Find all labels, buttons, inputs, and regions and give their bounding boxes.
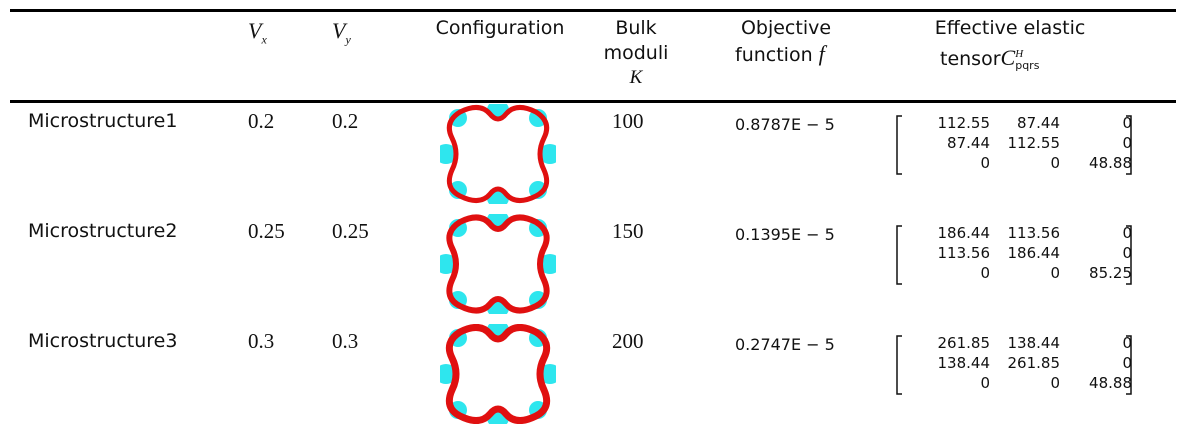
text: tensor bbox=[940, 48, 1001, 70]
matrix-brackets bbox=[890, 332, 1140, 402]
header-objective: function f bbox=[735, 43, 825, 66]
bulk-modulus: 200 bbox=[612, 330, 644, 352]
matrix-brackets bbox=[890, 112, 1140, 182]
vx: 0.2 bbox=[248, 110, 274, 132]
bracket-right bbox=[1126, 336, 1131, 394]
symbol: f bbox=[819, 41, 825, 66]
symbol: C bbox=[1001, 45, 1016, 70]
row-name: Microstructure3 bbox=[28, 330, 177, 352]
symbol: V bbox=[248, 18, 261, 43]
subscript: x bbox=[261, 32, 266, 46]
top-rule bbox=[10, 9, 1176, 12]
configuration-figure bbox=[440, 324, 556, 424]
configuration-figure bbox=[440, 214, 556, 314]
header-vx: Vx bbox=[248, 20, 267, 50]
bulk-modulus: 100 bbox=[612, 110, 644, 132]
header-configuration: Configuration bbox=[436, 17, 565, 39]
header-vy: Vy bbox=[332, 20, 351, 50]
vy: 0.2 bbox=[332, 110, 358, 132]
header-bulk-line: Bulk bbox=[615, 17, 656, 39]
vy: 0.25 bbox=[332, 220, 369, 242]
row-name: Microstructure1 bbox=[28, 110, 177, 132]
bracket-left bbox=[897, 116, 902, 174]
bracket-left bbox=[897, 226, 902, 284]
subscript: y bbox=[345, 32, 350, 46]
row-name: Microstructure2 bbox=[28, 220, 177, 242]
table-page: Vx Vy Configuration Bulk moduli K Object… bbox=[0, 0, 1184, 424]
objective: 0.2747E − 5 bbox=[735, 334, 835, 356]
bracket-right bbox=[1126, 226, 1131, 284]
text: function bbox=[735, 44, 813, 66]
objective: 0.8787E − 5 bbox=[735, 114, 835, 136]
bulk-modulus: 150 bbox=[612, 220, 644, 242]
header-bulk-symbol: K bbox=[630, 67, 643, 89]
bracket-left bbox=[897, 336, 902, 394]
vx: 0.3 bbox=[248, 330, 274, 352]
header-bulk-line: moduli bbox=[604, 42, 669, 64]
matrix-brackets bbox=[890, 222, 1140, 292]
subscript: pqrs bbox=[1015, 60, 1039, 71]
configuration-figure bbox=[440, 104, 556, 204]
header-objective-line: Objective bbox=[741, 17, 831, 39]
symbol: V bbox=[332, 18, 345, 43]
bracket-right bbox=[1126, 116, 1131, 174]
superscript: H bbox=[1015, 49, 1039, 60]
header-tensor-line: Effective elastic bbox=[935, 17, 1086, 39]
objective: 0.1395E − 5 bbox=[735, 224, 835, 246]
vy: 0.3 bbox=[332, 330, 358, 352]
vx: 0.25 bbox=[248, 220, 285, 242]
header-rule bbox=[10, 100, 1176, 103]
